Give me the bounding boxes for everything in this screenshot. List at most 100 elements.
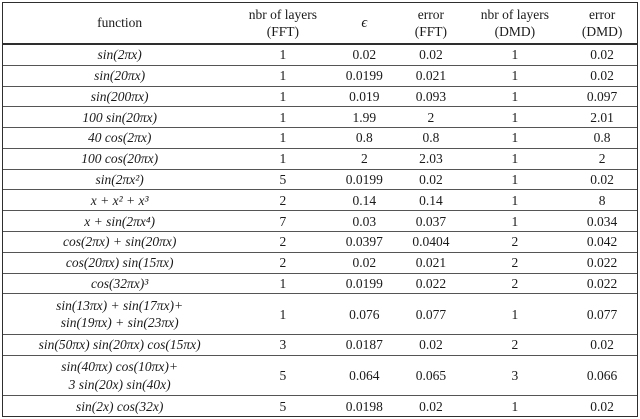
error-fft-cell: 0.02 xyxy=(419,337,443,353)
table-row: 100 cos(20πx) 1 2 2.03 1 2 xyxy=(3,147,637,169)
table-row: 100 sin(20πx) 1 1.99 2 1 2.01 xyxy=(3,106,637,127)
layers-dmd-cell: 2 xyxy=(511,255,519,271)
function-cell: 100 sin(20πx) xyxy=(82,109,157,125)
epsilon-cell: 0.076 xyxy=(349,306,380,322)
error-dmd-cell: 0.066 xyxy=(586,367,618,383)
layers-dmd-cell: 2 xyxy=(511,337,519,353)
layers-dmd-cell: 1 xyxy=(511,306,519,322)
header-function-label: function xyxy=(97,15,143,31)
table-row: 40 cos(2πx) 1 0.8 0.8 1 0.8 xyxy=(3,127,637,148)
table-body: sin(2πx) 1 0.02 0.02 1 0.02 sin(20πx) 1 … xyxy=(3,45,637,416)
error-fft-cell: 2 xyxy=(427,109,435,125)
error-dmd-cell: 0.02 xyxy=(590,47,614,63)
function-cell: cos(32πx)³ xyxy=(91,275,149,291)
layers-dmd-cell: 1 xyxy=(511,171,519,187)
epsilon-cell: 0.0198 xyxy=(345,398,383,414)
function-cell: sin(2x) cos(32x) xyxy=(75,398,164,414)
error-fft-cell: 0.02 xyxy=(419,47,443,63)
error-fft-cell: 0.021 xyxy=(415,68,447,84)
header-epsilon: ϵ xyxy=(329,3,399,43)
layers-fft-cell: 2 xyxy=(279,234,287,250)
function-cell: sin(40πx) cos(10πx)+ 3 sin(20x) sin(40x) xyxy=(61,359,179,392)
function-cell: x + x² + x³ xyxy=(90,192,149,208)
error-dmd-cell: 0.022 xyxy=(586,255,618,271)
error-fft-cell: 0.0404 xyxy=(412,234,450,250)
layers-dmd-cell: 1 xyxy=(511,68,519,84)
error-dmd-cell: 0.042 xyxy=(586,234,618,250)
table-row: cos(20πx) sin(15πx) 2 0.02 0.021 2 0.022 xyxy=(3,251,637,273)
error-dmd-cell: 0.02 xyxy=(590,398,614,414)
table-row: cos(32πx)³ 1 0.0199 0.022 2 0.022 xyxy=(3,272,637,294)
layers-fft-cell: 1 xyxy=(279,88,287,104)
function-cell: sin(2πx²) xyxy=(95,171,144,187)
header-layers-dmd-label: nbr of layers xyxy=(480,6,550,22)
epsilon-cell: 0.0199 xyxy=(345,275,383,291)
epsilon-cell: 0.0199 xyxy=(345,171,383,187)
table-row: cos(2πx) + sin(20πx) 2 0.0397 0.0404 2 0… xyxy=(3,231,637,252)
function-cell: x + sin(2πx⁴) xyxy=(84,213,156,229)
error-fft-cell: 0.037 xyxy=(415,213,447,229)
layers-fft-cell: 5 xyxy=(279,171,287,187)
layers-dmd-cell: 1 xyxy=(511,192,519,208)
layers-dmd-cell: 1 xyxy=(511,213,519,229)
function-cell: 40 cos(2πx) xyxy=(87,130,152,146)
epsilon-cell: 0.8 xyxy=(355,130,373,146)
layers-dmd-cell: 2 xyxy=(511,234,519,250)
error-dmd-cell: 0.034 xyxy=(586,213,618,229)
table-row: x + sin(2πx⁴) 7 0.03 0.037 1 0.034 xyxy=(3,210,637,231)
function-cell: sin(2πx) xyxy=(97,47,142,63)
epsilon-cell: 0.0397 xyxy=(345,234,383,250)
epsilon-cell: 0.064 xyxy=(349,367,380,383)
error-dmd-cell: 0.02 xyxy=(590,337,614,353)
layers-fft-cell: 1 xyxy=(279,68,287,84)
error-dmd-cell: 0.077 xyxy=(586,306,618,322)
table-row: sin(2πx) 1 0.02 0.02 1 0.02 xyxy=(3,45,637,65)
header-error-fft-label: error xyxy=(417,6,445,22)
layers-fft-cell: 2 xyxy=(279,255,287,271)
layers-fft-cell: 1 xyxy=(279,47,287,63)
function-cell: sin(13πx) + sin(17πx)+ sin(19πx) + sin(2… xyxy=(56,297,184,331)
layers-fft-cell: 5 xyxy=(279,367,287,383)
epsilon-cell: 0.02 xyxy=(352,255,377,271)
layers-dmd-cell: 1 xyxy=(511,151,519,167)
table-row: sin(200πx) 1 0.019 0.093 1 0.097 xyxy=(3,85,637,107)
table-row: x + x² + x³ 2 0.14 0.14 1 8 xyxy=(3,189,637,210)
layers-fft-cell: 2 xyxy=(279,192,287,208)
table-row: sin(20πx) 1 0.0199 0.021 1 0.02 xyxy=(3,64,637,86)
function-cell: cos(20πx) sin(15πx) xyxy=(65,255,174,271)
epsilon-cell: 0.0187 xyxy=(345,337,383,353)
header-layers-fft-label: nbr of layers xyxy=(248,6,317,22)
layers-fft-cell: 1 xyxy=(279,151,287,167)
error-dmd-cell: 0.8 xyxy=(593,130,611,146)
function-cell: sin(200πx) xyxy=(90,88,149,104)
layers-dmd-cell: 1 xyxy=(511,88,519,104)
error-fft-cell: 2.03 xyxy=(419,151,443,167)
layers-fft-cell: 5 xyxy=(279,398,287,414)
table-row: sin(2πx²) 5 0.0199 0.02 1 0.02 xyxy=(3,168,637,190)
function-cell: cos(2πx) + sin(20πx) xyxy=(62,234,177,250)
header-body-divider xyxy=(3,43,637,45)
error-fft-cell: 0.065 xyxy=(415,367,447,383)
table-row: sin(50πx) sin(20πx) cos(15πx) 3 0.0187 0… xyxy=(3,333,637,355)
error-fft-cell: 0.14 xyxy=(419,192,443,208)
error-fft-cell: 0.077 xyxy=(415,306,447,322)
layers-fft-cell: 1 xyxy=(279,306,287,322)
layers-fft-cell: 1 xyxy=(279,109,287,125)
table-header-row: function nbr of layers (FFT) ϵ error (FF… xyxy=(3,3,637,43)
layers-dmd-cell: 2 xyxy=(511,275,519,291)
table-row: sin(40πx) cos(10πx)+ 3 sin(20x) sin(40x)… xyxy=(3,354,637,396)
header-function: function xyxy=(3,3,236,43)
header-error-dmd-label: error xyxy=(588,6,616,22)
layers-dmd-cell: 3 xyxy=(511,367,519,383)
layers-dmd-cell: 1 xyxy=(511,47,519,63)
error-dmd-cell: 2 xyxy=(598,151,606,167)
header-error-dmd: error (DMD) xyxy=(581,6,623,39)
layers-fft-cell: 1 xyxy=(279,130,287,146)
error-dmd-cell: 8 xyxy=(598,192,606,208)
epsilon-cell: 0.02 xyxy=(352,47,377,63)
error-dmd-cell: 0.022 xyxy=(586,275,618,291)
function-cell: sin(50πx) sin(20πx) cos(15πx) xyxy=(38,337,201,353)
epsilon-cell: 0.03 xyxy=(352,213,377,229)
